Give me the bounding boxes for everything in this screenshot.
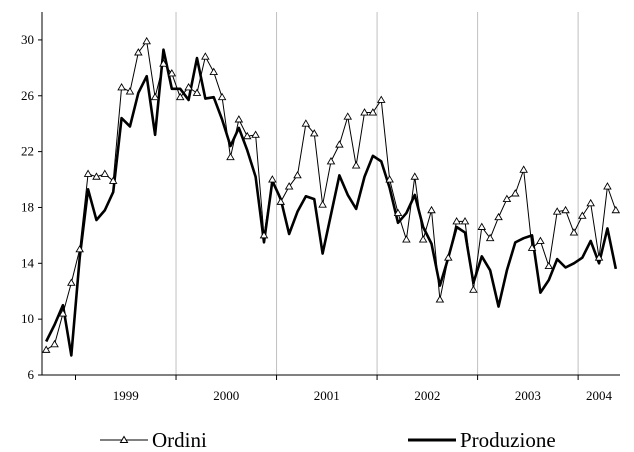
ordini-point [58, 309, 68, 317]
ordini-point [293, 170, 302, 179]
ordini-point [410, 172, 420, 180]
ordini-point [360, 108, 369, 116]
x-tick-label: 2003 [515, 388, 541, 403]
ordini-point [318, 200, 327, 208]
ordini-point [201, 52, 210, 60]
ordini-point [376, 95, 386, 103]
ordini-point [301, 119, 311, 127]
ordini-point [552, 207, 562, 215]
ordini-point [326, 156, 336, 165]
ordini-point [184, 82, 193, 91]
ordini-point [83, 169, 93, 177]
ordini-point [477, 222, 487, 230]
ordini-point [335, 140, 344, 148]
ordini-point [276, 197, 286, 205]
ordini-point [75, 244, 84, 253]
ordini-point [159, 59, 168, 67]
ordini-point [226, 152, 235, 161]
ordini-point [603, 182, 612, 190]
ordini-point [469, 285, 478, 293]
ordini-point [611, 205, 621, 214]
ordini-point [502, 194, 512, 203]
y-tick-label: 18 [21, 199, 34, 214]
ordini-point [125, 87, 135, 95]
y-tick-label: 26 [21, 88, 35, 103]
ordini-line [45, 40, 617, 351]
ordini-point [259, 230, 269, 239]
ordini-point [117, 82, 126, 91]
ordini-point [92, 172, 101, 180]
x-tick-label: 2001 [314, 388, 340, 403]
ordini-point [460, 217, 470, 225]
ordini-point [494, 212, 503, 221]
ordini-point [452, 217, 461, 225]
ordini-point [142, 36, 151, 45]
ordini-point [108, 176, 118, 184]
y-tick-label: 6 [28, 367, 35, 382]
ordini-point [150, 92, 160, 101]
ordini-point [67, 278, 76, 286]
legend: Ordini Produzione [100, 428, 556, 452]
series [41, 36, 621, 357]
ordini-point [100, 169, 110, 177]
ordini-point [402, 235, 411, 243]
y-tick-label: 22 [21, 144, 34, 159]
ordini-point [309, 129, 319, 137]
gridlines [175, 12, 579, 375]
ordini-point [435, 295, 445, 303]
ordini-point [527, 243, 537, 251]
legend-produzione-label: Produzione [460, 428, 556, 452]
ordini-point [385, 175, 394, 183]
ordini-point [418, 235, 428, 243]
ordini-point [175, 92, 185, 101]
ordini-point [167, 69, 177, 77]
ordini-point [569, 228, 579, 236]
ordini-point [234, 115, 244, 123]
x-tick-label: 2000 [213, 388, 239, 403]
ordini-point [284, 182, 294, 190]
ordini-point [536, 236, 545, 244]
ordini-point [511, 189, 520, 197]
ordini-point [251, 130, 260, 138]
ordini-point [586, 198, 595, 207]
ordini-point [594, 253, 604, 261]
x-tick-label: 2004 [586, 388, 613, 403]
produzione-line [45, 48, 618, 357]
x-tick-label: 1999 [113, 388, 139, 403]
ordini-point [209, 67, 219, 75]
ordini-point [561, 205, 570, 214]
ordini-point [41, 345, 51, 353]
ordini-point [268, 175, 277, 183]
ordini-point [427, 205, 436, 214]
y-tick-label: 10 [21, 311, 34, 326]
ordini-point [134, 48, 143, 56]
y-tick-label: 30 [21, 32, 34, 47]
ordini-point [343, 112, 353, 120]
ordini-point [393, 208, 403, 216]
axes: 6 10 14 18 22 26 30 1999 2000 2001 2002 2003 2004 [21, 12, 620, 403]
x-tick-label: 2002 [414, 388, 440, 403]
ordini-point [368, 108, 378, 116]
ordini-point [485, 233, 495, 242]
ordini-point [242, 131, 252, 140]
ordini-point [578, 211, 587, 219]
ordini-point [351, 161, 361, 169]
ordini-point [50, 339, 59, 348]
ordini-point [443, 253, 453, 261]
ordini-point [519, 165, 528, 173]
legend-ordini-marker [119, 435, 129, 443]
y-tick-label: 14 [21, 255, 35, 270]
legend-ordini-label: Ordini [152, 428, 207, 452]
ordini-point [544, 261, 554, 270]
ordini-point [192, 88, 202, 96]
ordini-point [217, 92, 227, 101]
